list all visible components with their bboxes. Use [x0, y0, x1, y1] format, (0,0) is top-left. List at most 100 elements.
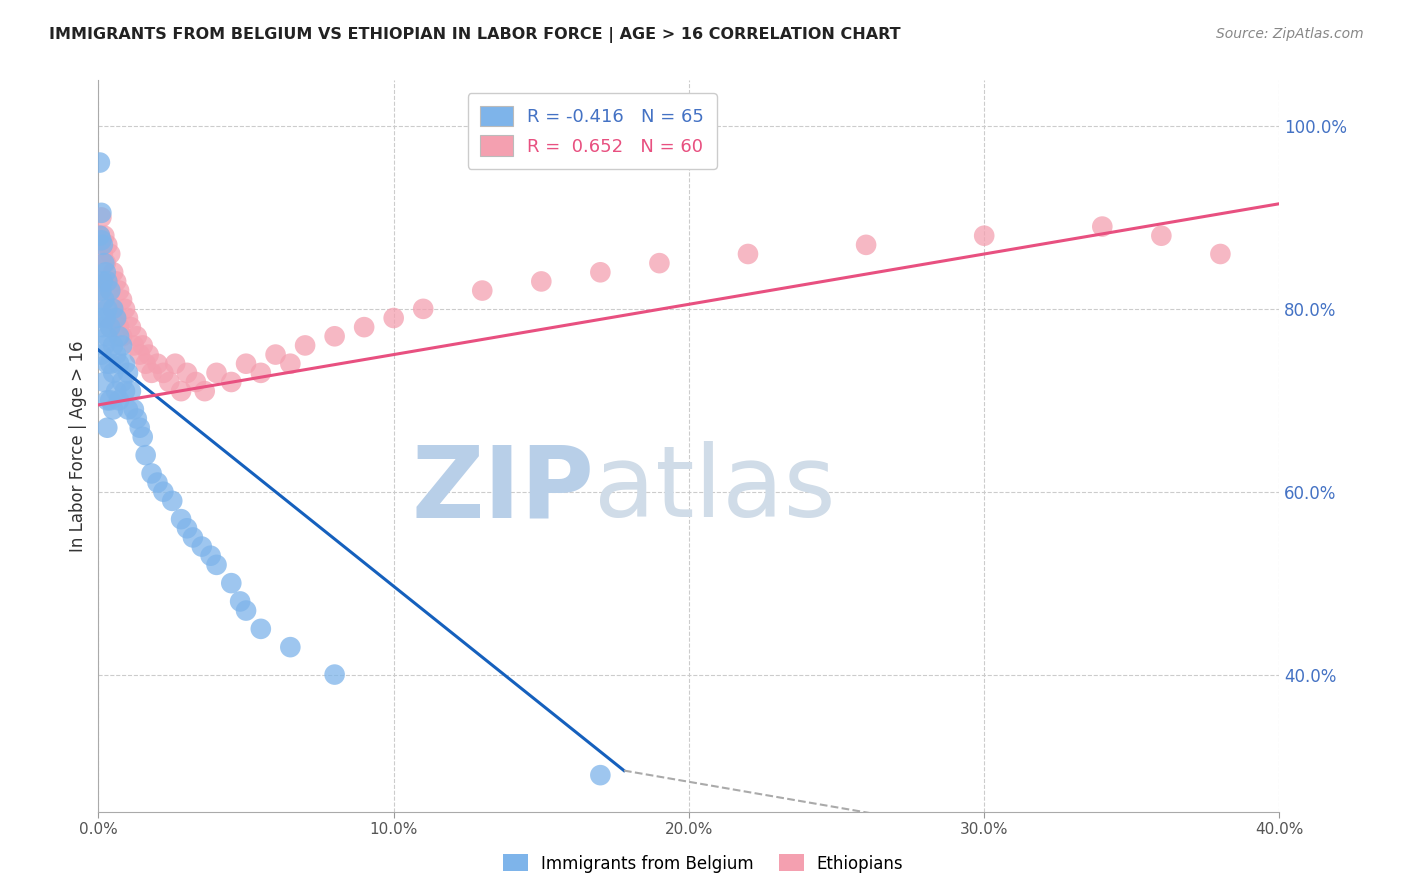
Point: [90, 275, 112, 289]
Point: [105, 275, 128, 289]
Point: [122, 338, 145, 352]
Point: [90, 233, 112, 247]
Point: [98, 320, 121, 334]
Point: [91, 275, 114, 289]
Point: [103, 265, 125, 279]
Point: [170, 512, 193, 526]
Point: [90, 211, 112, 225]
Point: [128, 348, 150, 362]
Point: [221, 375, 243, 389]
Point: [229, 594, 252, 608]
Point: [125, 411, 148, 425]
Point: [90, 284, 112, 298]
Point: [105, 384, 128, 399]
Point: [264, 348, 287, 362]
Point: [114, 384, 136, 399]
Point: [250, 622, 273, 636]
Point: [89, 228, 111, 243]
Point: [235, 357, 257, 371]
Point: [191, 540, 214, 554]
Point: [589, 265, 612, 279]
Point: [103, 366, 125, 380]
Point: [162, 494, 183, 508]
Point: [103, 301, 125, 316]
Text: atlas: atlas: [595, 442, 837, 539]
Point: [146, 357, 169, 371]
Point: [165, 357, 187, 371]
Point: [98, 247, 121, 261]
Point: [94, 256, 117, 270]
Point: [96, 420, 118, 434]
Point: [93, 228, 115, 243]
Point: [93, 256, 115, 270]
Point: [91, 320, 114, 334]
Point: [98, 393, 121, 408]
Point: [98, 357, 121, 371]
Point: [205, 366, 228, 380]
Point: [138, 348, 160, 362]
Text: ZIP: ZIP: [412, 442, 595, 539]
Point: [412, 301, 434, 316]
Point: [111, 293, 134, 307]
Point: [135, 357, 157, 371]
Legend: R = -0.416   N = 65, R =  0.652   N = 60: R = -0.416 N = 65, R = 0.652 N = 60: [468, 93, 717, 169]
Point: [146, 475, 169, 490]
Y-axis label: In Labor Force | Age > 16: In Labor Force | Age > 16: [69, 340, 87, 552]
Point: [250, 366, 273, 380]
Point: [93, 375, 115, 389]
Point: [194, 384, 217, 399]
Point: [89, 228, 111, 243]
Point: [108, 329, 131, 343]
Point: [323, 667, 346, 681]
Text: IMMIGRANTS FROM BELGIUM VS ETHIOPIAN IN LABOR FORCE | AGE > 16 CORRELATION CHART: IMMIGRANTS FROM BELGIUM VS ETHIOPIAN IN …: [49, 27, 901, 43]
Point: [120, 320, 142, 334]
Point: [96, 301, 118, 316]
Text: Source: ZipAtlas.com: Source: ZipAtlas.com: [1216, 27, 1364, 41]
Point: [973, 228, 995, 243]
Point: [152, 366, 174, 380]
Point: [181, 530, 204, 544]
Point: [737, 247, 759, 261]
Point: [96, 357, 118, 371]
Point: [1150, 228, 1173, 243]
Point: [221, 576, 243, 591]
Point: [108, 393, 131, 408]
Point: [96, 275, 118, 289]
Point: [111, 375, 134, 389]
Point: [280, 640, 302, 655]
Point: [114, 301, 136, 316]
Point: [91, 238, 114, 252]
Point: [141, 366, 163, 380]
Legend: Immigrants from Belgium, Ethiopians: Immigrants from Belgium, Ethiopians: [496, 847, 910, 880]
Point: [114, 357, 136, 371]
Point: [128, 420, 150, 434]
Point: [98, 284, 121, 298]
Point: [471, 284, 494, 298]
Point: [132, 430, 155, 444]
Point: [152, 484, 174, 499]
Point: [96, 238, 118, 252]
Point: [91, 247, 114, 261]
Point: [122, 402, 145, 417]
Point: [135, 448, 157, 462]
Point: [353, 320, 375, 334]
Point: [323, 329, 346, 343]
Point: [108, 357, 131, 371]
Point: [90, 348, 112, 362]
Point: [280, 357, 302, 371]
Point: [176, 521, 198, 535]
Point: [96, 275, 118, 289]
Point: [235, 604, 257, 618]
Point: [205, 558, 228, 572]
Point: [648, 256, 671, 270]
Point: [105, 348, 128, 362]
Point: [111, 329, 134, 343]
Point: [141, 467, 163, 481]
Point: [98, 284, 121, 298]
Point: [111, 338, 134, 352]
Point: [96, 393, 118, 408]
Point: [93, 293, 115, 307]
Point: [589, 768, 612, 782]
Point: [103, 301, 125, 316]
Point: [530, 275, 553, 289]
